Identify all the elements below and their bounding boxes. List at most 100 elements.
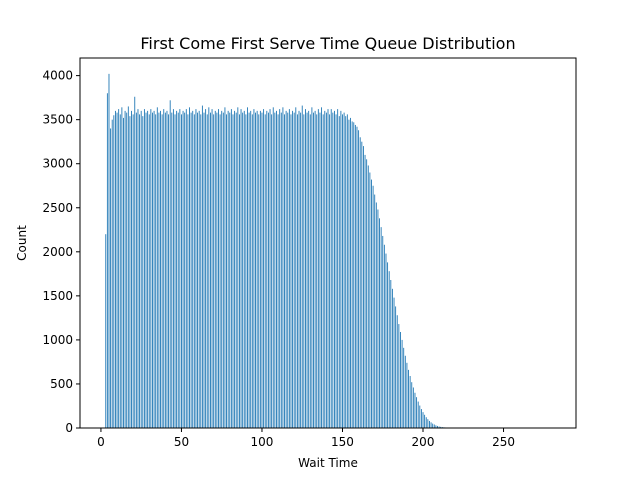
- bar: [424, 414, 426, 428]
- bar: [284, 114, 285, 428]
- bar: [143, 109, 145, 428]
- bar: [403, 347, 405, 428]
- bar: [377, 209, 379, 428]
- bar: [189, 107, 190, 428]
- bar: [366, 159, 368, 428]
- bar: [198, 110, 200, 429]
- y-axis-label: Count: [15, 225, 29, 261]
- bar: [330, 109, 332, 428]
- bar: [214, 110, 216, 429]
- bar: [139, 114, 141, 428]
- bar: [197, 112, 199, 429]
- bar: [221, 110, 223, 429]
- bar: [351, 121, 353, 429]
- bar: [201, 105, 203, 428]
- bar: [251, 114, 253, 428]
- bar: [282, 107, 284, 428]
- bar: [110, 128, 112, 429]
- bar: [193, 114, 195, 428]
- bar: [113, 115, 115, 428]
- bar: [308, 110, 310, 429]
- bar: [296, 114, 298, 428]
- bar: [334, 110, 335, 429]
- bar: [335, 114, 337, 428]
- y-tick-label: 500: [50, 377, 73, 391]
- bar: [266, 110, 268, 429]
- bar: [210, 112, 211, 429]
- bar: [168, 114, 170, 428]
- bar: [396, 315, 398, 428]
- bar: [240, 109, 242, 428]
- bar: [350, 117, 351, 429]
- x-tick-label: 200: [412, 435, 435, 449]
- bar: [401, 339, 403, 428]
- bar: [354, 124, 356, 428]
- bar: [182, 110, 184, 429]
- bar: [263, 109, 265, 428]
- bar: [383, 244, 385, 428]
- bar: [181, 114, 182, 428]
- bar: [435, 425, 437, 428]
- x-axis-label: Wait Time: [298, 456, 358, 470]
- x-axis-ticks: 0 50 100 150 200 250: [97, 428, 515, 449]
- bar: [406, 362, 408, 428]
- x-tick-label: 150: [331, 435, 354, 449]
- bar: [264, 114, 266, 428]
- bar: [314, 110, 316, 429]
- bar: [224, 107, 226, 428]
- bar: [137, 109, 139, 428]
- x-tick-label: 250: [492, 435, 515, 449]
- bar: [440, 426, 442, 428]
- bar: [203, 112, 205, 429]
- bar: [132, 114, 134, 428]
- bar: [375, 202, 377, 428]
- bar: [353, 122, 355, 428]
- bar: [327, 109, 329, 428]
- bar: [205, 109, 207, 428]
- bar: [166, 110, 168, 429]
- bar: [147, 110, 149, 429]
- bar: [190, 112, 192, 429]
- bar: [422, 412, 424, 428]
- bar: [379, 218, 380, 428]
- x-tick-label: 100: [251, 435, 274, 449]
- bar: [317, 109, 319, 428]
- bar: [256, 110, 258, 429]
- bar: [142, 116, 144, 428]
- bar: [121, 107, 123, 428]
- bar: [245, 114, 247, 428]
- bar: [395, 306, 397, 428]
- bar: [425, 417, 427, 428]
- bar: [160, 110, 161, 429]
- bar: [390, 280, 392, 428]
- chart-title: First Come First Serve Time Queue Distri…: [140, 34, 515, 53]
- y-tick-label: 2000: [42, 245, 73, 259]
- bar: [322, 114, 324, 428]
- bar: [206, 114, 208, 428]
- bar: [420, 409, 422, 428]
- bar: [261, 112, 263, 429]
- y-tick-label: 4000: [42, 69, 73, 83]
- bar: [414, 392, 416, 428]
- bar: [171, 112, 173, 429]
- bar: [176, 110, 178, 429]
- bar: [131, 110, 132, 429]
- bar: [213, 114, 215, 428]
- bar: [309, 114, 311, 428]
- bar: [313, 112, 314, 429]
- bar: [216, 112, 218, 429]
- bar: [174, 114, 176, 428]
- y-tick-label: 2500: [42, 201, 73, 215]
- bar: [348, 119, 350, 429]
- bar: [248, 112, 250, 429]
- bar: [158, 112, 160, 429]
- x-tick-label: 50: [174, 435, 189, 449]
- bar: [106, 93, 108, 429]
- bar: [123, 117, 124, 429]
- bar: [242, 112, 244, 429]
- bar: [276, 110, 277, 429]
- bar: [412, 387, 414, 428]
- bar: [417, 401, 419, 428]
- bar: [430, 422, 432, 428]
- bar: [369, 172, 371, 428]
